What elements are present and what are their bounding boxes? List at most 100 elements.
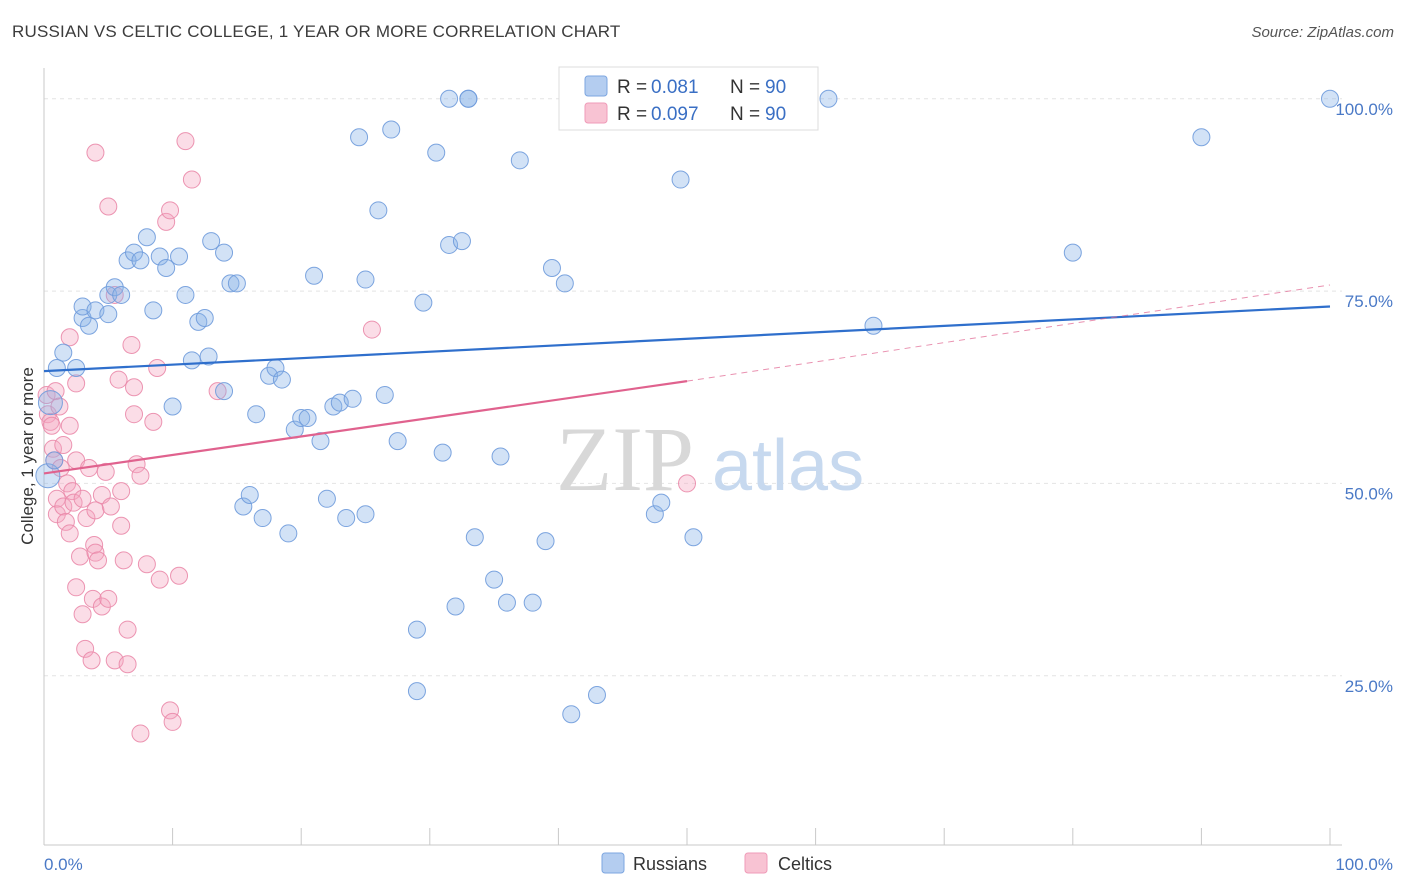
- russians-point: [67, 359, 86, 378]
- celtics-point: [85, 535, 104, 554]
- celtics-point: [105, 285, 124, 304]
- y-tick-labels: 25.0% 50.0% 75.0% 100.0%: [1335, 100, 1393, 696]
- russians-point: [523, 593, 542, 612]
- top-legend: R = 0.081 N = 90 R = 0.097 N = 90: [558, 66, 819, 131]
- russians-point: [202, 232, 221, 251]
- russians-point: [176, 285, 195, 304]
- celtics-point: [60, 416, 79, 435]
- celtics-point: [96, 462, 115, 481]
- russians-point: [112, 285, 131, 304]
- russians-point: [170, 247, 189, 266]
- russians-point: [311, 432, 330, 451]
- russians-point: [292, 409, 311, 428]
- russians-point: [542, 259, 561, 278]
- celtics-point: [54, 497, 73, 516]
- russians-point: [446, 597, 465, 616]
- russians-point: [819, 89, 838, 108]
- russians-point: [215, 382, 234, 401]
- russians-point: [125, 243, 144, 262]
- legend-r-value-celtics: 0.097: [651, 104, 699, 125]
- celtics-point: [112, 516, 131, 535]
- celtics-point: [137, 555, 156, 574]
- russians-point: [427, 143, 446, 162]
- celtics-point: [109, 370, 128, 389]
- russians-point: [298, 409, 317, 428]
- russians-point: [279, 524, 298, 543]
- source-credit: Source: ZipAtlas.com: [1251, 24, 1394, 41]
- legend-r-label-russians: R =: [617, 77, 647, 98]
- celtics-point: [118, 655, 137, 674]
- celtics-point: [56, 512, 75, 531]
- russians-point: [369, 201, 388, 220]
- y-tick-label-75: 75.0%: [1345, 292, 1393, 311]
- celtics-point: [182, 170, 201, 189]
- celtics-point: [67, 578, 86, 597]
- legend-r-label-celtics: R =: [617, 104, 647, 125]
- celtics-point: [131, 724, 150, 743]
- celtics-point: [125, 405, 144, 424]
- russians-point: [199, 347, 218, 366]
- trend-lines: [43, 284, 1331, 475]
- celtics-point: [71, 547, 90, 566]
- russians-point: [407, 682, 426, 701]
- legend-r-value-russians: 0.081: [651, 77, 699, 98]
- russians-point: [510, 151, 529, 170]
- celtics-point: [99, 589, 118, 608]
- celtics-point: [42, 416, 61, 435]
- russians-point: [440, 89, 459, 108]
- x-tick-label-max: 100.0%: [1335, 855, 1393, 874]
- y-tick-label-50: 50.0%: [1345, 484, 1393, 503]
- russians-points: [35, 89, 1339, 724]
- y-tick-label-25: 25.0%: [1345, 677, 1393, 696]
- russians-point: [240, 485, 259, 504]
- celtics-point: [118, 620, 137, 639]
- russians-point: [272, 370, 291, 389]
- watermark-zip: ZIP: [556, 408, 694, 510]
- russians-point: [105, 278, 124, 297]
- celtics-point: [176, 132, 195, 151]
- russians-point: [234, 497, 253, 516]
- legend-swatch-russians: [584, 75, 608, 97]
- celtics-point: [73, 605, 92, 624]
- russians-point: [54, 343, 73, 362]
- celtics-point: [44, 439, 63, 458]
- russians-point: [144, 301, 163, 320]
- celtics-point: [112, 482, 131, 501]
- russians-point: [47, 359, 66, 378]
- watermark-atlas: atlas: [712, 426, 864, 506]
- russians-point: [137, 228, 156, 247]
- celtics-point: [144, 412, 163, 431]
- celtics-trend-line: [43, 380, 688, 475]
- celtics-point: [92, 597, 111, 616]
- russians-point: [227, 274, 246, 293]
- celtics-point: [60, 328, 79, 347]
- y-tick-label-100: 100.0%: [1335, 100, 1393, 119]
- bottom-legend-celtics: Celtics: [778, 854, 832, 874]
- celtics-point: [99, 197, 118, 216]
- russians-point: [337, 509, 356, 528]
- russians-point: [388, 432, 407, 451]
- y-axis-label: College, 1 year or more: [18, 367, 37, 545]
- russians-point: [221, 274, 240, 293]
- russians-point: [497, 593, 516, 612]
- russians-point: [305, 266, 324, 285]
- russians-point: [80, 316, 99, 335]
- legend-n-value-russians: 90: [765, 77, 786, 98]
- celtics-point: [161, 201, 180, 220]
- celtics-point: [150, 570, 169, 589]
- russians-point: [671, 170, 690, 189]
- x-ticks: [43, 828, 1331, 845]
- legend-n-label-celtics: N =: [730, 104, 760, 125]
- russians-point: [35, 463, 61, 489]
- celtics-point: [148, 359, 167, 378]
- celtics-point: [83, 589, 102, 608]
- chart-title: RUSSIAN VS CELTIC COLLEGE, 1 YEAR OR MOR…: [12, 22, 621, 41]
- celtics-point: [131, 466, 150, 485]
- x-tick-label-min: 0.0%: [44, 855, 83, 874]
- russians-point: [182, 351, 201, 370]
- celtics-point: [122, 335, 141, 354]
- russians-point: [555, 274, 574, 293]
- celtics-point: [86, 501, 105, 520]
- celtics-point: [362, 320, 381, 339]
